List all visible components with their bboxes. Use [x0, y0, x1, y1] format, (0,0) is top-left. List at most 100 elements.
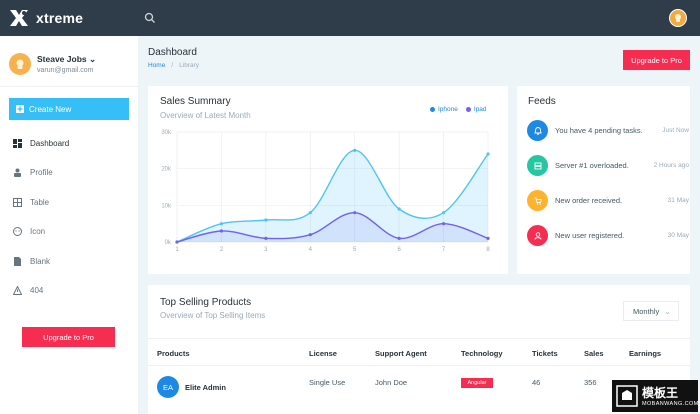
product-agent: John Doe: [375, 378, 408, 387]
sidebar-item-profile[interactable]: Profile: [13, 168, 53, 177]
sidebar-item-404[interactable]: 404: [13, 286, 43, 295]
product-license: Single Use: [309, 378, 346, 387]
products-title: Top Selling Products: [160, 297, 252, 308]
bell-icon: [527, 120, 548, 141]
legend-dot: [465, 107, 471, 112]
series-area-ipad: [177, 212, 488, 242]
sales-subtitle: Overview of Latest Month: [160, 111, 251, 120]
sidebar-item-dashboard[interactable]: Dashboard: [13, 139, 69, 148]
data-point-ipad: [486, 236, 490, 240]
user-email: varun@gmail.com: [37, 67, 94, 74]
top-bar: xtreme: [0, 0, 700, 36]
products-subtitle: Overview of Top Selling Items: [160, 311, 266, 320]
page-title: Dashboard: [148, 47, 197, 58]
cart-icon: [527, 190, 548, 211]
chart-legend: Iphone Ipad: [430, 106, 487, 113]
data-point-ipad: [219, 229, 224, 233]
server-icon-glyph: [534, 162, 541, 169]
feed-time: Just Now: [662, 127, 689, 134]
sidebar-item-label: Blank: [30, 257, 51, 266]
search-icon[interactable]: [144, 12, 156, 24]
watermark-icon: [616, 385, 638, 407]
data-point-ipad: [441, 222, 446, 226]
feed-text: New user registered.: [555, 231, 625, 240]
legend-ipad[interactable]: Ipad: [465, 106, 487, 113]
user-avatar: [9, 53, 31, 75]
sidebar-item-blank[interactable]: Blank: [13, 257, 50, 266]
data-point-iphone: [397, 207, 401, 211]
breadcrumb: Home / Library: [148, 62, 199, 69]
data-point-iphone: [219, 222, 224, 226]
server-icon: [527, 155, 548, 176]
user-profile[interactable]: Steave Jobs ⌄ varun@gmail.com: [9, 53, 96, 75]
column-header[interactable]: Sales: [584, 349, 604, 358]
upgrade-pro-button[interactable]: Upgrade to Pro: [623, 50, 690, 70]
column-header[interactable]: Tickets: [532, 349, 558, 358]
technology-badge: Angular: [461, 378, 493, 388]
chevron-down-icon: ⌄: [89, 54, 97, 64]
data-point-ipad: [264, 236, 268, 240]
create-new-label: Create New: [29, 104, 72, 114]
logo-icon: [10, 10, 28, 26]
divider: [0, 86, 138, 87]
breadcrumb-home[interactable]: Home: [148, 62, 166, 69]
legend-iphone[interactable]: Iphone: [430, 106, 458, 113]
bell-icon-glyph: [533, 126, 542, 135]
x-tick-label: 3: [264, 247, 268, 253]
sidebar-item-icon[interactable]: Icon: [13, 227, 45, 236]
feed-text: Server #1 overloaded.: [555, 161, 629, 170]
data-point-iphone: [308, 211, 312, 215]
column-header[interactable]: Support Agent: [375, 349, 427, 358]
feed-item[interactable]: New user registered. 30 May: [527, 225, 689, 246]
y-tick-label: 30k: [161, 130, 172, 136]
column-header[interactable]: Technology: [461, 349, 503, 358]
series-line-ipad: [176, 211, 489, 243]
user-name[interactable]: Steave Jobs ⌄: [37, 54, 97, 64]
watermark-logo: 模板王 MOBANWANG.COM: [612, 380, 698, 412]
data-point-iphone: [353, 148, 357, 152]
feed-time: 30 May: [667, 232, 689, 239]
series-area-iphone: [177, 150, 488, 242]
x-tick-label: 8: [486, 247, 490, 253]
avatar-icon: [675, 14, 681, 22]
feed-item[interactable]: New order received. 31 May: [527, 190, 689, 211]
product-avatar: EA: [157, 376, 179, 398]
app-name: xtreme: [36, 10, 84, 26]
column-header[interactable]: License: [309, 349, 337, 358]
sidebar-item-label: Dashboard: [30, 139, 70, 148]
create-new-button[interactable]: Create New: [9, 98, 129, 120]
feed-item[interactable]: You have 4 pending tasks. Just Now: [527, 120, 689, 141]
feed-text: You have 4 pending tasks.: [555, 126, 643, 135]
user-icon-glyph: [534, 231, 541, 240]
feed-item[interactable]: Server #1 overloaded. 2 Hours ago: [527, 155, 689, 176]
legend-label: Ipad: [473, 106, 487, 113]
data-point-ipad: [308, 233, 312, 237]
sidebar-item-table[interactable]: Table: [13, 198, 49, 207]
profile-icon: [14, 168, 21, 177]
product-tickets: 46: [532, 378, 541, 387]
table-header: Products License Support Agent Technolog…: [148, 338, 690, 366]
period-select[interactable]: Monthly ⌄: [623, 301, 679, 321]
column-header[interactable]: Earnings: [629, 349, 662, 358]
product-name: Elite Admin: [185, 383, 226, 392]
logo[interactable]: xtreme: [8, 8, 83, 28]
breadcrumb-current: Library: [179, 62, 200, 69]
data-point-ipad: [175, 240, 179, 244]
sidebar-item-label: 404: [30, 286, 44, 295]
plus-square-icon: [16, 105, 24, 113]
sidebar-item-label: Table: [30, 198, 50, 207]
profile-avatar[interactable]: [669, 9, 687, 27]
watermark-title: 模板王: [642, 386, 679, 400]
y-tick-label: 10k: [161, 203, 172, 209]
x-tick-label: 6: [397, 247, 401, 253]
column-header[interactable]: Products: [157, 349, 190, 358]
upgrade-pro-button-sidebar[interactable]: Upgrade to Pro: [22, 327, 115, 347]
sidebar-item-label: Profile: [30, 168, 53, 177]
legend-label: Iphone: [438, 106, 458, 113]
x-tick-label: 5: [353, 247, 357, 253]
data-point-ipad: [397, 236, 401, 240]
avatar-icon: [16, 59, 24, 69]
sidebar-item-label: Icon: [30, 227, 46, 236]
x-tick-label: 4: [309, 247, 313, 253]
period-select-value: Monthly: [633, 306, 660, 316]
